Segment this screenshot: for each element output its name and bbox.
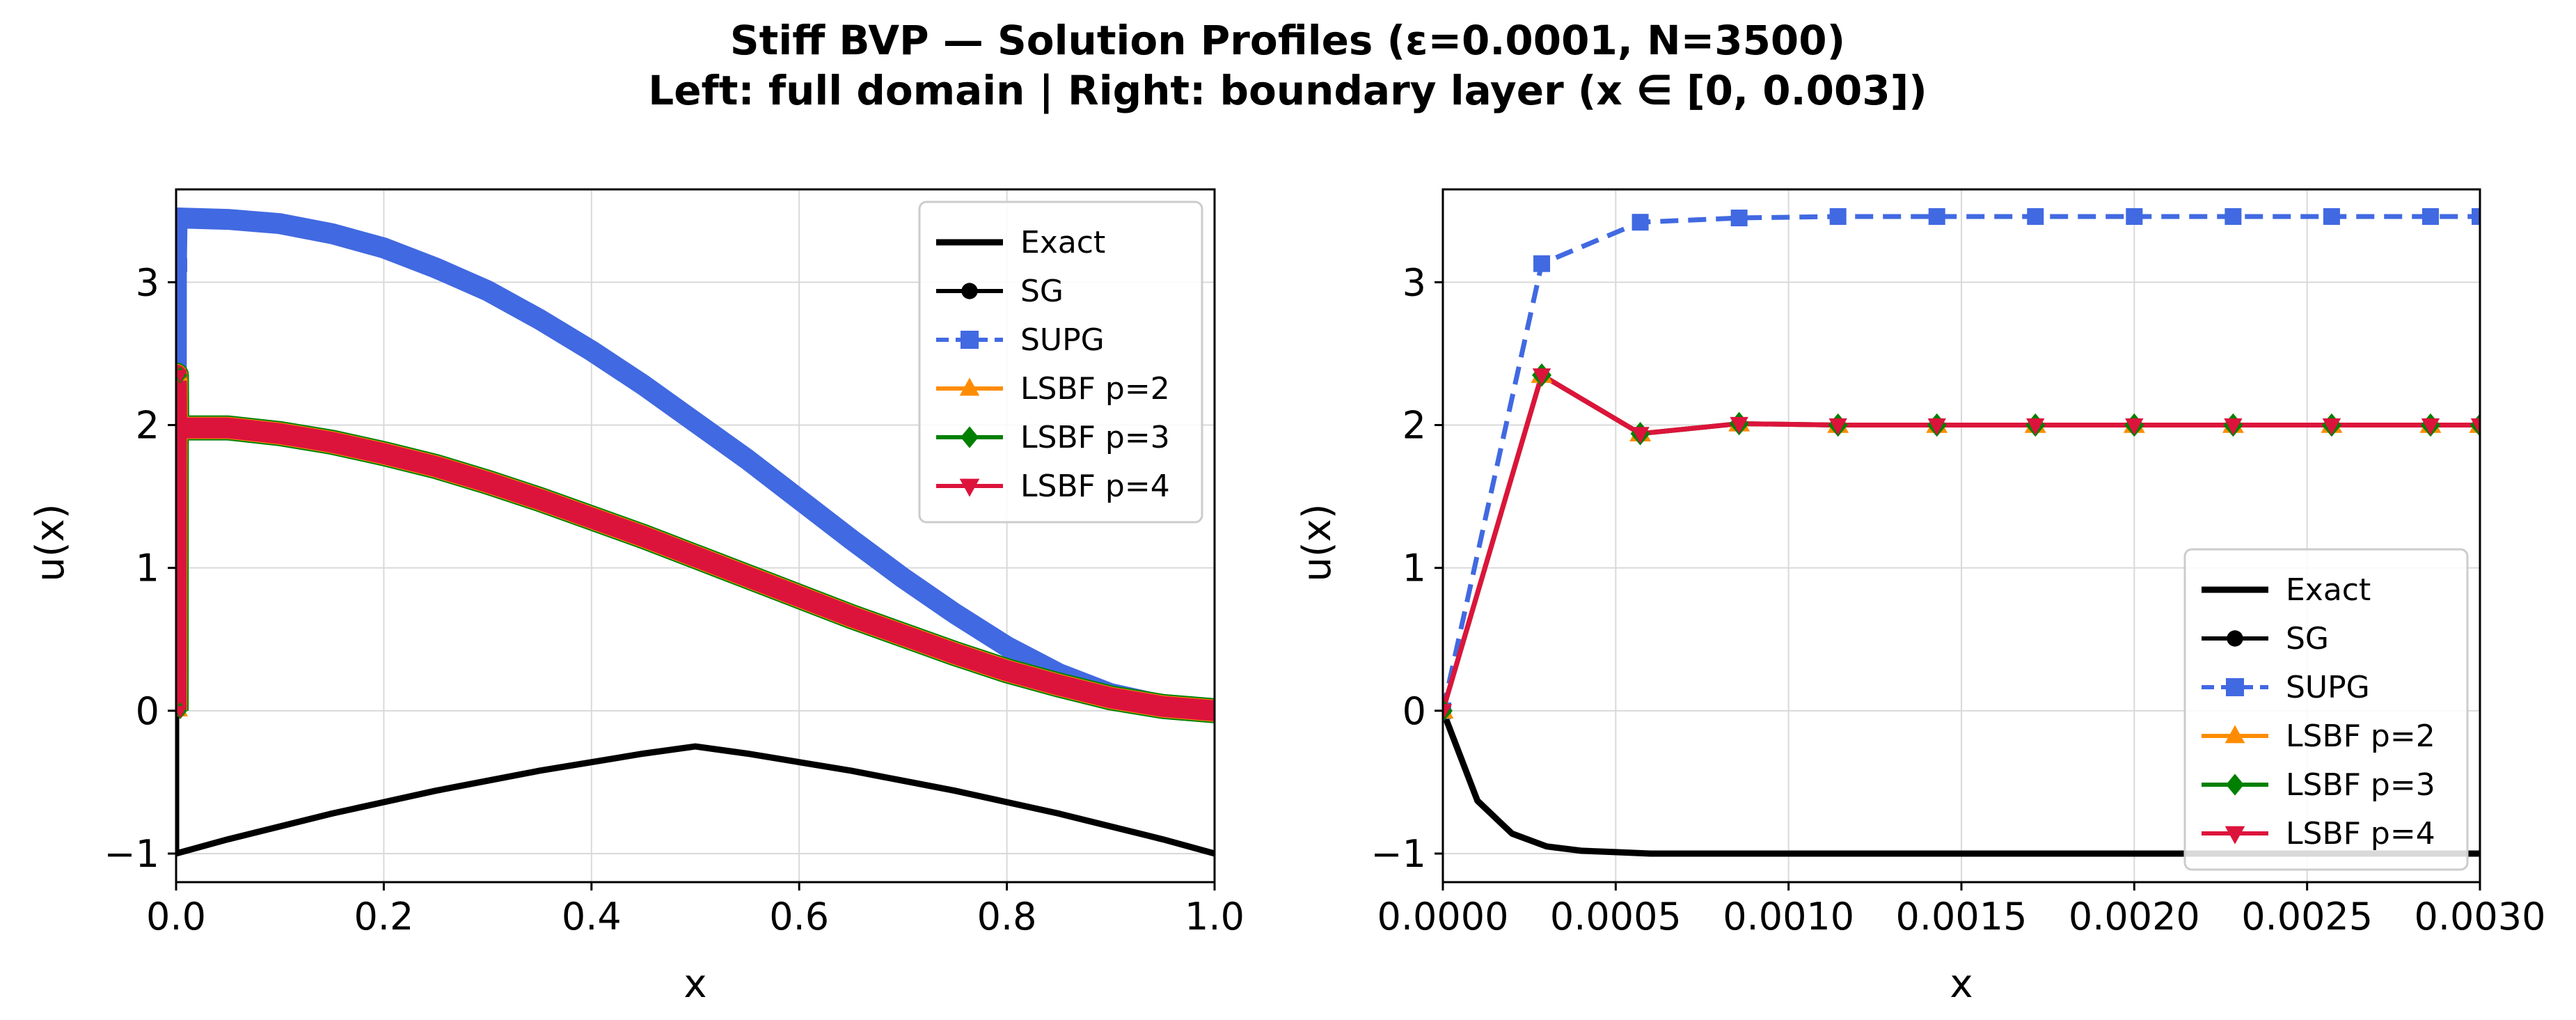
legend-marker — [961, 331, 979, 349]
y-axis-label: u(x) — [28, 503, 73, 581]
legend-marker — [959, 377, 980, 396]
x-tick-label: 0.4 — [562, 895, 622, 939]
legend-marker — [961, 283, 978, 299]
legend-label: LSBF p=4 — [2286, 816, 2435, 852]
series-lsbf-p4-line — [176, 364, 1215, 721]
y-tick-label: 1 — [1402, 547, 1426, 590]
x-tick-label: 0.0025 — [2241, 895, 2373, 939]
series-supg-marker — [2225, 207, 2242, 225]
x-tick-label: 0.2 — [354, 895, 413, 939]
legend-label: Exact — [1020, 225, 1105, 260]
series-supg-marker — [2472, 207, 2480, 225]
series-supg-line — [1443, 214, 2480, 712]
series-exact-line — [1443, 709, 2480, 857]
x-tick-label: 0.0030 — [2415, 895, 2546, 939]
series-lsbf-p4-marker — [2322, 418, 2341, 435]
y-tick-label: −1 — [104, 832, 159, 876]
x-tick-label: 0.0015 — [1896, 895, 2028, 939]
series-lsbf-p4-marker — [1532, 368, 1551, 386]
y-tick-label: 3 — [136, 260, 159, 304]
x-tick-label: 1.0 — [1185, 895, 1244, 939]
series-lsbf-p4-marker — [1927, 418, 1946, 435]
legend-label: LSBF p=3 — [1020, 420, 1170, 455]
series-supg-line — [176, 207, 1215, 720]
series-lsbf-p4-line — [1443, 371, 2480, 712]
series-lsbf-p4-marker — [1443, 704, 1453, 721]
x-tick-label: 0.0 — [146, 895, 206, 939]
x-tick-label: 0.6 — [769, 895, 829, 939]
legend-label: SG — [1020, 274, 1064, 309]
legend: Exact SG SUPG LSBF p=2 LSBF p=3 LSBF p=4 — [2183, 548, 2469, 871]
x-tick-label: 0.8 — [977, 895, 1037, 939]
series-supg-marker — [2323, 207, 2340, 225]
legend-label: Exact — [2286, 572, 2371, 608]
axes-frame — [175, 188, 1216, 884]
y-tick-label: −1 — [1370, 832, 1426, 876]
plot-area — [176, 207, 1215, 857]
legend-label: SUPG — [2286, 670, 2370, 705]
series-supg-marker — [2126, 207, 2143, 225]
x-tick-label: 0.0020 — [2069, 895, 2200, 939]
series-lsbf-p4-marker — [2224, 418, 2243, 435]
series-lsbf-p4-marker — [2421, 418, 2440, 435]
y-tick-label: 2 — [136, 404, 159, 448]
legend-marker — [2225, 826, 2245, 845]
series-lsbf-p4-marker — [176, 370, 187, 383]
left-panel-full-domain: 0.0 0.2 0.4 0.6 0.8 1.0 −1 0 1 2 3 x u(x) Exact SG SUPG… — [28, 188, 1244, 1007]
series-supg-marker — [1533, 255, 1551, 272]
right-panel-boundary-layer: 0.0000 0.0005 0.0010 0.0015 0.0020 0.0025 0.00… — [1295, 188, 2546, 1007]
legend-marker — [2226, 678, 2244, 696]
x-axis-label: x — [683, 962, 706, 1007]
series-lsbf-p4-marker — [2125, 418, 2144, 435]
legend-marker — [2225, 725, 2245, 744]
y-tick-label: 3 — [1402, 260, 1426, 304]
title-line-1: Stiff BVP — Solution Profiles (ε=0.0001,… — [730, 17, 1845, 64]
series-lsbf-p4-marker — [2470, 418, 2480, 435]
title-line-2: Left: full domain | Right: boundary laye… — [648, 67, 1927, 114]
y-tick-label: 2 — [1402, 404, 1426, 448]
series-supg-marker — [1631, 214, 1649, 231]
legend-label: LSBF p=2 — [1020, 371, 1170, 407]
plot-area — [1443, 207, 2480, 857]
legend-marker — [961, 426, 979, 448]
series-supg-marker — [1829, 207, 1847, 225]
legend-label: SG — [2286, 621, 2329, 657]
legend-box — [2183, 548, 2469, 871]
y-tick-label: 0 — [1402, 689, 1426, 733]
series-lsbf-p4-marker — [1631, 427, 1650, 444]
figure-title: Stiff BVP — Solution Profiles (ε=0.0001,… — [648, 17, 1927, 114]
y-axis-label: u(x) — [1295, 503, 1340, 581]
series-supg-marker — [1928, 207, 1945, 225]
legend-marker — [2226, 774, 2244, 796]
legend-box — [918, 201, 1203, 524]
series-lsbf-p4-marker — [1730, 416, 1748, 434]
series-lsbf-p4-marker — [1828, 418, 1847, 435]
x-tick-label: 0.0000 — [1377, 895, 1509, 939]
legend-marker — [2227, 630, 2243, 647]
series-exact-line — [176, 710, 1215, 857]
legend-marker — [959, 478, 980, 497]
series-supg-marker — [2421, 207, 2439, 225]
legend-label: LSBF p=3 — [2286, 767, 2435, 803]
x-tick-label: 0.0005 — [1550, 895, 1682, 939]
legend: Exact SG SUPG LSBF p=2 LSBF p=3 LSBF p=4 — [918, 201, 1203, 524]
series-lsbf-p4-marker — [2026, 418, 2045, 435]
legend-label: LSBF p=2 — [2286, 719, 2435, 754]
y-tick-label: 0 — [136, 689, 159, 733]
legend-label: SUPG — [1020, 322, 1105, 358]
series-supg-marker — [176, 258, 187, 272]
y-tick-label: 1 — [136, 547, 159, 590]
x-axis-label: x — [1950, 962, 1973, 1007]
x-tick-label: 0.0010 — [1723, 895, 1854, 939]
series-lsbf-p4-marker — [176, 705, 187, 719]
series-supg-marker — [2027, 207, 2044, 225]
legend-label: LSBF p=4 — [1020, 469, 1170, 504]
series-supg-marker — [1730, 210, 1748, 227]
